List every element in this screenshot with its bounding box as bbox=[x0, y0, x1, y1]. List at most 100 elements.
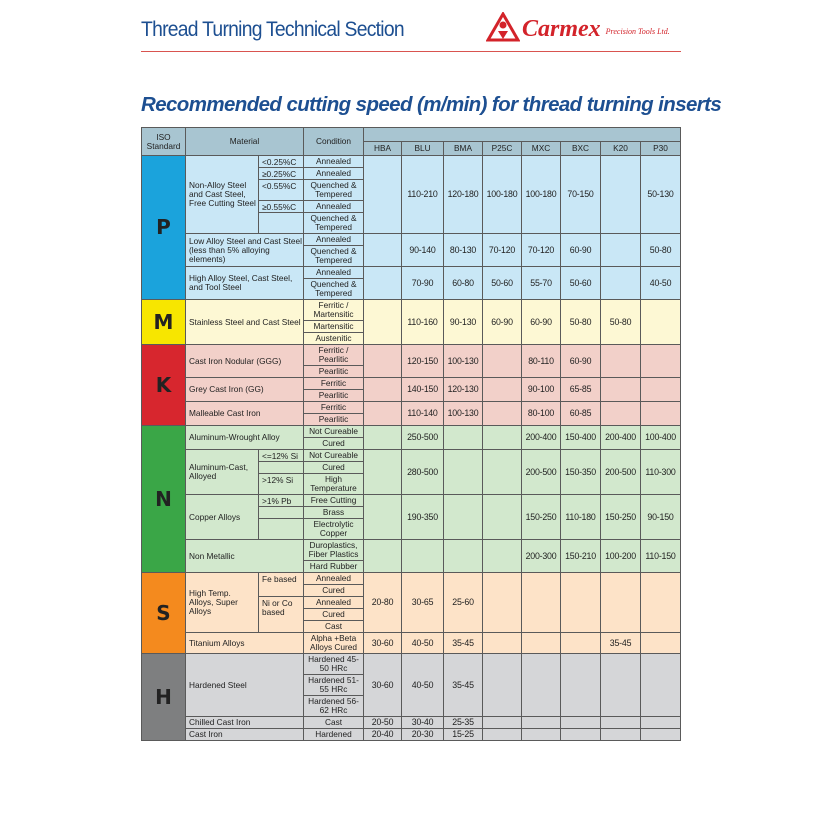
speed-hba bbox=[363, 401, 403, 426]
speed-bxc bbox=[560, 632, 602, 654]
speed-p30 bbox=[640, 653, 682, 717]
speed-mxc: 200-400 bbox=[521, 425, 562, 450]
speed-k20: 200-400 bbox=[600, 425, 642, 450]
condition-cell: Hardened bbox=[303, 728, 365, 741]
section-title: Thread Turning Technical Section bbox=[141, 18, 405, 41]
speed-hba: 30-60 bbox=[363, 632, 403, 654]
speed-p25c bbox=[482, 449, 523, 495]
speed-bma: 15-25 bbox=[443, 728, 484, 741]
speed-hba bbox=[363, 494, 403, 540]
speed-bxc: 110-180 bbox=[560, 494, 602, 540]
condition-cell: Pearlitic bbox=[303, 389, 365, 402]
condition-cell: Not Cureable bbox=[303, 449, 365, 462]
speed-blu: 90-140 bbox=[401, 233, 445, 267]
speed-bxc: 150-210 bbox=[560, 539, 602, 573]
material-name: Chilled Cast Iron bbox=[184, 716, 305, 729]
speed-hba bbox=[363, 377, 403, 402]
speed-p30 bbox=[640, 572, 682, 633]
iso-group-s: S bbox=[141, 572, 186, 654]
speed-p25c bbox=[482, 632, 523, 654]
speed-p30: 90-150 bbox=[640, 494, 682, 540]
speed-mxc bbox=[521, 653, 562, 717]
iso-group-k: K bbox=[141, 344, 186, 426]
speed-p25c: 60-90 bbox=[482, 299, 523, 345]
speed-blu: 20-30 bbox=[401, 728, 445, 741]
table-row: S High Temp. Alloys, Super Alloys Fe based… bbox=[141, 572, 682, 654]
speed-blu: 140-150 bbox=[401, 377, 445, 402]
speed-bxc: 60-90 bbox=[560, 233, 602, 267]
condition-cell: Electrolytic Copper bbox=[303, 518, 365, 540]
condition-cell: Cured bbox=[303, 461, 365, 474]
material-name: High Alloy Steel, Cast Steel, and Tool S… bbox=[184, 266, 305, 300]
condition-cell: Quenched & Tempered bbox=[303, 179, 365, 201]
speed-bma: 80-130 bbox=[443, 233, 484, 267]
speed-bma bbox=[443, 425, 484, 450]
condition-cell: Austenitic bbox=[303, 332, 365, 345]
speed-p30 bbox=[640, 377, 682, 402]
speed-bma: 100-130 bbox=[443, 401, 484, 426]
condition-cell: Ferritic bbox=[303, 401, 365, 414]
speed-blu: 30-65 bbox=[401, 572, 445, 633]
condition-cell: Cured bbox=[303, 584, 365, 597]
speed-hba bbox=[363, 344, 403, 378]
iso-group-m: M bbox=[141, 299, 186, 345]
speed-k20 bbox=[600, 572, 642, 633]
speed-k20: 200-500 bbox=[600, 449, 642, 495]
speed-blu: 190-350 bbox=[401, 494, 445, 540]
speed-p25c bbox=[482, 539, 523, 573]
speed-p30: 50-80 bbox=[640, 233, 682, 267]
material-header: Material bbox=[184, 127, 305, 156]
material-name: High Temp. Alloys, Super Alloys bbox=[185, 572, 259, 633]
speed-bxc: 50-60 bbox=[560, 266, 602, 300]
speed-hba bbox=[363, 155, 403, 234]
condition-cell: Cured bbox=[303, 608, 365, 621]
speed-hba: 20-80 bbox=[363, 572, 403, 633]
speed-hba bbox=[363, 233, 403, 267]
condition-cell: Hard Rubber bbox=[303, 560, 365, 573]
speed-k20: 100-200 bbox=[600, 539, 642, 573]
material-name: Low Alloy Steel and Cast Steel (less tha… bbox=[184, 233, 305, 267]
speed-p30: 110-300 bbox=[640, 449, 682, 495]
speed-bma: 120-180 bbox=[443, 155, 484, 234]
material-subtype bbox=[257, 506, 305, 519]
grade-header-mxc: MXC bbox=[521, 141, 562, 156]
speed-bma: 25-35 bbox=[443, 716, 484, 729]
speed-p25c bbox=[482, 401, 523, 426]
speed-blu: 110-140 bbox=[401, 401, 445, 426]
condition-cell: Free Cutting bbox=[303, 494, 365, 507]
condition-cell: Cured bbox=[303, 437, 365, 450]
header-row: ISO Standard Material Condition bbox=[141, 127, 682, 156]
speed-k20 bbox=[600, 653, 642, 717]
table-body: P Non-Alloy Steel and Cast Steel, Free Cu… bbox=[141, 155, 682, 741]
condition-cell: Annealed bbox=[303, 266, 365, 279]
material-subtype bbox=[257, 212, 305, 234]
speed-bma: 35-45 bbox=[443, 632, 484, 654]
speed-p25c bbox=[482, 377, 523, 402]
speed-bxc bbox=[560, 572, 602, 633]
speed-mxc: 80-100 bbox=[521, 401, 562, 426]
speed-mxc: 55-70 bbox=[521, 266, 562, 300]
speed-p30 bbox=[640, 299, 682, 345]
condition-cell: High Temperature bbox=[303, 473, 365, 495]
speed-k20 bbox=[600, 344, 642, 378]
logo-subtitle: Precision Tools Ltd. bbox=[605, 27, 670, 36]
grade-header-p30: P30 bbox=[640, 141, 682, 156]
speed-blu: 40-50 bbox=[401, 653, 445, 717]
condition-cell: Annealed bbox=[303, 233, 365, 246]
condition-cell: Alpha +Beta Alloys Cured bbox=[303, 632, 365, 654]
speed-p30: 110-150 bbox=[640, 539, 682, 573]
speed-blu: 30-40 bbox=[401, 716, 445, 729]
material-name: Grey Cast Iron (GG) bbox=[184, 377, 305, 402]
speed-mxc: 70-120 bbox=[521, 233, 562, 267]
speed-hba: 30-60 bbox=[363, 653, 403, 717]
grade-header-p25c: P25C bbox=[482, 141, 523, 156]
table-row: Low Alloy Steel and Cast Steel (less tha… bbox=[141, 233, 682, 267]
speed-bma: 25-60 bbox=[443, 572, 484, 633]
speed-mxc bbox=[521, 728, 562, 741]
grade-header-bxc: BXC bbox=[560, 141, 602, 156]
cutting-speed-table: ISO Standard Material Condition HBA BLU BM… bbox=[141, 127, 682, 741]
table-row: M Stainless Steel and Cast Steel Ferritic … bbox=[141, 299, 682, 345]
speed-bxc bbox=[560, 716, 602, 729]
material-name: Non-Alloy Steel and Cast Steel, Free Cut… bbox=[185, 155, 259, 234]
speed-p25c: 70-120 bbox=[482, 233, 523, 267]
